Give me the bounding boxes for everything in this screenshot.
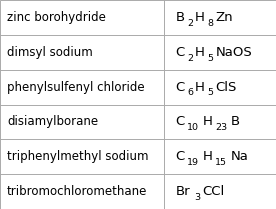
Text: 3: 3: [194, 193, 200, 202]
Text: C: C: [175, 150, 185, 163]
Text: 2: 2: [187, 19, 193, 28]
Text: 8: 8: [208, 19, 214, 28]
Text: Na: Na: [231, 150, 249, 163]
Text: ClS: ClS: [216, 81, 237, 94]
Text: H: H: [203, 150, 213, 163]
Text: 10: 10: [187, 123, 199, 132]
Text: 2: 2: [187, 54, 193, 63]
Text: H: H: [203, 115, 213, 128]
Text: tribromochloromethane: tribromochloromethane: [7, 185, 147, 198]
Text: NaOS: NaOS: [216, 46, 252, 59]
Text: Zn: Zn: [215, 11, 233, 24]
Text: H: H: [195, 11, 205, 24]
Text: H: H: [195, 81, 205, 94]
Text: 5: 5: [208, 54, 214, 63]
Text: triphenylmethyl sodium: triphenylmethyl sodium: [7, 150, 148, 163]
Text: B: B: [175, 11, 184, 24]
Text: C: C: [175, 115, 185, 128]
Text: 23: 23: [216, 123, 227, 132]
Text: CCl: CCl: [202, 185, 224, 198]
Text: C: C: [175, 81, 185, 94]
Text: C: C: [175, 46, 185, 59]
Text: 19: 19: [187, 158, 199, 167]
Text: B: B: [231, 115, 240, 128]
Text: 5: 5: [208, 88, 214, 97]
Text: phenylsulfenyl chloride: phenylsulfenyl chloride: [7, 81, 145, 94]
Text: dimsyl sodium: dimsyl sodium: [7, 46, 93, 59]
Text: H: H: [195, 46, 205, 59]
Text: zinc borohydride: zinc borohydride: [7, 11, 106, 24]
Text: Br: Br: [175, 185, 190, 198]
Text: 15: 15: [216, 158, 227, 167]
Text: 6: 6: [187, 88, 193, 97]
Text: disiamylborane: disiamylborane: [7, 115, 98, 128]
